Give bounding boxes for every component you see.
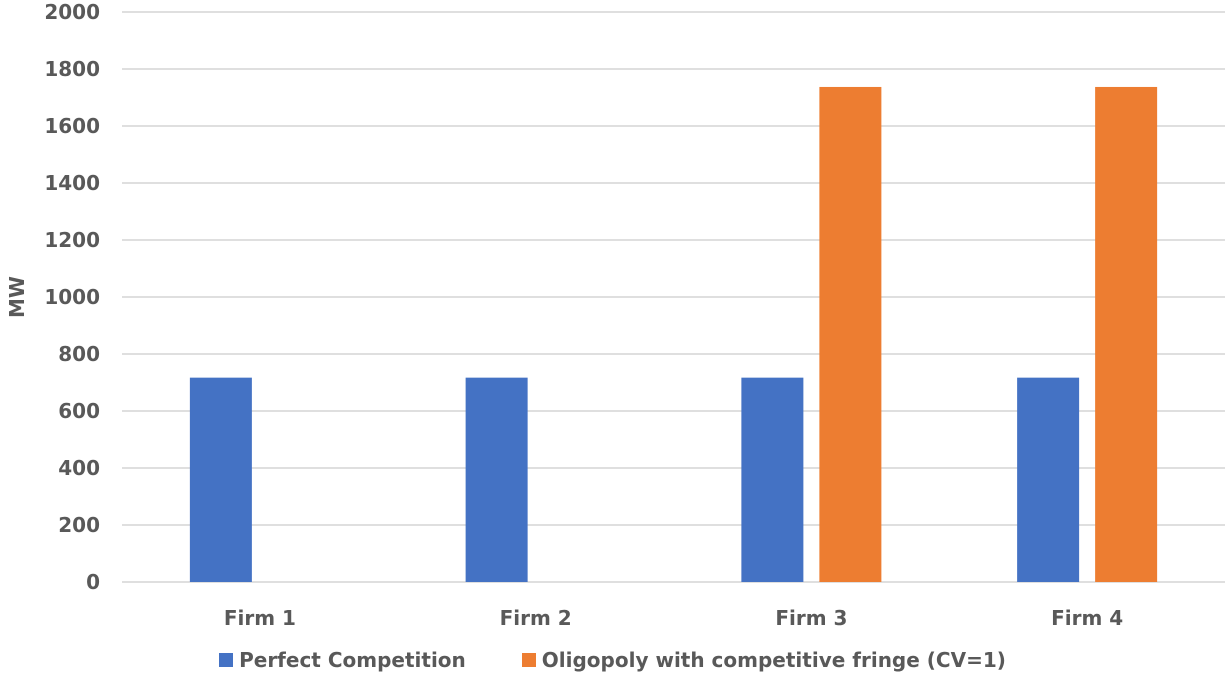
legend-label-oligopoly: Oligopoly with competitive fringe (CV=1) xyxy=(541,648,1006,672)
y-tick-label: 400 xyxy=(58,456,100,480)
x-tick-label: Firm 1 xyxy=(224,606,296,630)
x-tick-label: Firm 2 xyxy=(500,606,572,630)
y-tick-label: 2000 xyxy=(44,0,100,24)
legend-swatch-perfect-competition xyxy=(219,653,234,667)
bar-perfect-competition-firm-3 xyxy=(741,377,804,582)
legend-item-oligopoly: Oligopoly with competitive fringe (CV=1) xyxy=(521,648,1006,672)
bar-oligopoly-firm-4 xyxy=(1095,86,1158,582)
y-tick-label: 0 xyxy=(86,570,100,594)
y-tick-label: 1600 xyxy=(44,114,100,138)
gridlines xyxy=(122,11,1225,583)
x-tick-label: Firm 4 xyxy=(1051,606,1123,630)
y-tick-label: 800 xyxy=(58,342,100,366)
y-tick-label: 600 xyxy=(58,399,100,423)
legend: Perfect Competition Oligopoly with compe… xyxy=(0,648,1225,672)
x-axis-category-labels: Firm 1 Firm 2 Firm 3 Firm 4 xyxy=(224,606,1123,630)
y-axis-tick-labels: 0 200 400 600 800 1000 1200 1400 1600 1800 2000 xyxy=(44,0,100,594)
x-tick-label: Firm 3 xyxy=(775,606,847,630)
y-axis-label: MW xyxy=(5,276,29,318)
y-tick-label: 1400 xyxy=(44,171,100,195)
bar-perfect-competition-firm-4 xyxy=(1017,377,1080,582)
legend-swatch-oligopoly xyxy=(521,653,536,667)
bar-perfect-competition-firm-1 xyxy=(189,377,252,582)
legend-label-perfect-competition: Perfect Competition xyxy=(239,648,466,672)
legend-item-perfect-competition: Perfect Competition xyxy=(219,648,466,672)
y-tick-label: 1800 xyxy=(44,57,100,81)
y-tick-label: 1200 xyxy=(44,228,100,252)
bar-oligopoly-firm-3 xyxy=(819,86,882,582)
bars xyxy=(189,86,1158,582)
y-tick-label: 200 xyxy=(58,513,100,537)
bar-perfect-competition-firm-2 xyxy=(465,377,528,582)
y-tick-label: 1000 xyxy=(44,285,100,309)
